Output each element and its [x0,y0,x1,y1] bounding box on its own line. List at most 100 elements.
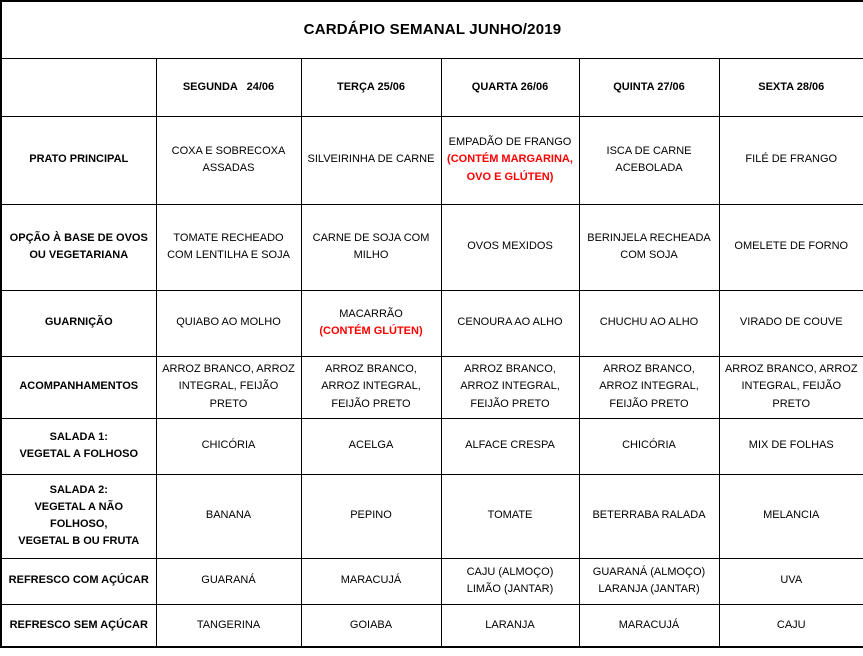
menu-row: REFRESCO COM AÇÚCAR GUARANÁ MARACUJÁ CAJU (… [0,557,863,605]
menu-cell: FILÉ DE FRANGO [718,115,863,205]
row-header: PRATO PRINCIPAL [0,115,157,205]
menu-cell: ALFACE CRESPA [440,417,580,475]
menu-item-text: SILVEIRINHA DE CARNE [307,153,435,166]
menu-item-text: ARROZ BRANCO, ARROZ INTEGRAL, FEIJÃO PRE… [460,363,563,410]
menu-cell: TOMATE [440,473,580,559]
menu-item-text: GUARANÁ [201,574,256,587]
menu-item-text: PEPINO [350,509,392,522]
menu-item-text: CHUCHU AO ALHO [599,316,699,329]
row-header: ACOMPANHAMENTOS [0,355,157,419]
menu-cell: CHICÓRIA [578,417,720,475]
row-header: SALADA 2: VEGETAL A NÃO FOLHOSO, VEGETAL… [0,473,157,559]
day-header-row: SEGUNDA 24/06 TERÇA 25/06 QUARTA 26/06 QUIN… [0,57,863,117]
menu-cell: GUARANÁ (ALMOÇO) LARANJA (JANTAR) [578,557,720,605]
row-header: REFRESCO COM AÇÚCAR [0,557,157,605]
menu-cell: UVA [718,557,863,605]
menu-cell: ISCA DE CARNE ACEBOLADA [578,115,720,205]
menu-cell: ARROZ BRANCO, ARROZ INTEGRAL, FEIJÃO PRE… [578,355,720,419]
menu-item-text: TOMATE RECHEADO COM LENTILHA E SOJA [167,231,290,261]
menu-cell: CAJU (ALMOÇO) LIMÃO (JANTAR) [440,557,580,605]
menu-item-text: ACELGA [348,439,394,452]
menu-cell: EMPADÃO DE FRANGO (CONTÉM MARGARINA, OVO … [440,115,580,205]
menu-cell: GOIABA [300,603,442,648]
menu-item-text: COXA E SOBRECOXA ASSADAS [171,144,288,174]
menu-cell: LARANJA [440,603,580,648]
column-header: QUINTA 27/06 [578,57,720,117]
menu-item-text: TANGERINA [196,618,261,631]
menu-cell: TANGERINA [155,603,302,648]
corner-empty-cell [0,57,157,117]
menu-cell: COXA E SOBRECOXA ASSADAS [155,115,302,205]
menu-cell: GUARANÁ [155,557,302,605]
menu-item-text: CAJU [776,618,806,631]
menu-row: GUARNIÇÃO QUIABO AO MOLHO MACARRÃO (CONTÉM … [0,289,863,357]
column-header: TERÇA 25/06 [300,57,442,117]
menu-item-text: MARACUJÁ [618,618,680,631]
menu-row: PRATO PRINCIPAL COXA E SOBRECOXA ASSADAS S… [0,115,863,205]
menu-cell: CENOURA AO ALHO [440,289,580,357]
menu-row: REFRESCO SEM AÇÚCAR TANGERINA GOIABA LARANJ… [0,603,863,648]
menu-body: PRATO PRINCIPAL COXA E SOBRECOXA ASSADAS S… [0,115,863,648]
menu-item-text: OVOS MEXIDOS [467,240,553,253]
menu-cell: ARROZ BRANCO, ARROZ INTEGRAL, FEIJÃO PRE… [718,355,863,419]
menu-cell: BERINJELA RECHEADA COM SOJA [578,203,720,291]
row-header: OPÇÃO À BASE DE OVOS OU VEGETARIANA [0,203,157,291]
menu-cell: ARROZ BRANCO, ARROZ INTEGRAL, FEIJÃO PRE… [440,355,580,419]
menu-item-text: VIRADO DE COUVE [739,316,843,329]
row-header: SALADA 1: VEGETAL A FOLHOSO [0,417,157,475]
menu-item-text: CARNE DE SOJA COM MILHO [312,231,433,261]
menu-item-text: BANANA [205,509,252,522]
menu-item-text: OMELETE DE FORNO [734,240,849,253]
menu-item-text: GUARANÁ (ALMOÇO) LARANJA (JANTAR) [592,565,706,595]
menu-row: SALADA 1: VEGETAL A FOLHOSO CHICÓRIA ACELG… [0,417,863,475]
menu-cell: MARACUJÁ [578,603,720,648]
menu-cell: MACARRÃO (CONTÉM GLÚTEN) [300,289,442,357]
menu-item-text: TOMATE [487,509,533,522]
menu-cell: OMELETE DE FORNO [718,203,863,291]
menu-cell: VIRADO DE COUVE [718,289,863,357]
menu-cell: ARROZ BRANCO, ARROZ INTEGRAL, FEIJÃO PRE… [155,355,302,419]
menu-item-text: CHICÓRIA [622,439,676,452]
column-header: SEXTA 28/06 [718,57,863,117]
menu-cell: CHUCHU AO ALHO [578,289,720,357]
menu-cell: BETERRABA RALADA [578,473,720,559]
menu-cell: QUIABO AO MOLHO [155,289,302,357]
menu-item-text: CENOURA AO ALHO [457,316,563,329]
menu-item-text: FILÉ DE FRANGO [745,153,838,166]
menu-item-text: ARROZ BRANCO, ARROZ INTEGRAL, FEIJÃO PRE… [599,363,702,410]
allergen-note: (CONTÉM GLÚTEN) [319,325,423,337]
menu-cell: CHICÓRIA [155,417,302,475]
menu-cell: SILVEIRINHA DE CARNE [300,115,442,205]
menu-item-text: MARACUJÁ [340,574,402,587]
menu-item-text: MACARRÃO [339,307,403,320]
menu-item-text: ARROZ BRANCO, ARROZ INTEGRAL, FEIJÃO PRE… [162,363,298,410]
menu-item-text: MIX DE FOLHAS [748,439,834,452]
row-header: GUARNIÇÃO [0,289,157,357]
menu-item-text: ARROZ BRANCO, ARROZ INTEGRAL, FEIJÃO PRE… [321,363,424,410]
menu-cell: ARROZ BRANCO, ARROZ INTEGRAL, FEIJÃO PRE… [300,355,442,419]
menu-cell: CAJU [718,603,863,648]
menu-cell: BANANA [155,473,302,559]
allergen-note: (CONTÉM MARGARINA, OVO E GLÚTEN) [447,153,573,183]
menu-item-text: BETERRABA RALADA [592,509,706,522]
menu-cell: MARACUJÁ [300,557,442,605]
menu-item-text: UVA [780,574,803,587]
menu-item-text: EMPADÃO DE FRANGO [448,136,572,149]
menu-item-text: ISCA DE CARNE ACEBOLADA [606,144,694,174]
menu-item-text: MELANCIA [763,509,820,522]
menu-cell: CARNE DE SOJA COM MILHO [300,203,442,291]
menu-item-text: BERINJELA RECHEADA COM SOJA [587,231,714,261]
menu-item-text: ARROZ BRANCO, ARROZ INTEGRAL, FEIJÃO PRE… [724,363,861,410]
menu-cell: TOMATE RECHEADO COM LENTILHA E SOJA [155,203,302,291]
menu-row: ACOMPANHAMENTOS ARROZ BRANCO, ARROZ INTEG… [0,355,863,419]
menu-cell: OVOS MEXIDOS [440,203,580,291]
menu-item-text: LARANJA [485,618,535,631]
row-header: REFRESCO SEM AÇÚCAR [0,603,157,648]
menu-item-text: CHICÓRIA [201,439,256,452]
menu-item-text: GOIABA [349,618,393,631]
menu-item-text: ALFACE CRESPA [465,439,555,452]
menu-item-text: QUIABO AO MOLHO [176,316,281,329]
menu-row: SALADA 2: VEGETAL A NÃO FOLHOSO, VEGETAL… [0,473,863,559]
